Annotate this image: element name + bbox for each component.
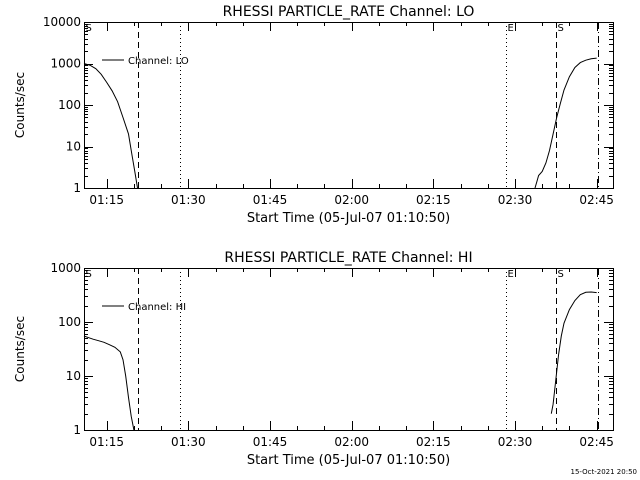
y-tick-label: 10: [66, 140, 81, 154]
x-axis-label: Start Time (05-Jul-07 01:10:50): [247, 211, 450, 226]
x-tick-label: 02:45: [579, 435, 614, 449]
y-tick-label: 1: [73, 181, 81, 195]
x-tick-label: 02:15: [416, 193, 451, 207]
y-tick-label: 1000: [50, 261, 81, 275]
time-stamp: 15-Oct-2021 20:50: [571, 468, 637, 476]
y-axis-label: Counts/sec: [13, 316, 27, 382]
x-axis-label: Start Time (05-Jul-07 01:10:50): [247, 453, 450, 468]
series-line: [534, 57, 597, 189]
event-marker-label: E: [508, 23, 514, 34]
y-axis-label: Counts/sec: [13, 72, 27, 138]
x-tick-label: 01:15: [89, 435, 124, 449]
chart-panel-2: RHESSI PARTICLE_RATE Channel: HI Start Ti…: [13, 250, 614, 468]
x-tick-label: 01:45: [253, 193, 288, 207]
x-tick-label: 01:15: [89, 193, 124, 207]
plot-frame: [84, 22, 614, 189]
x-tick-label: 02:00: [334, 193, 369, 207]
x-tick-label: 02:15: [416, 435, 451, 449]
x-tick-label: 02:45: [579, 193, 614, 207]
x-tick-label: 01:30: [171, 193, 206, 207]
event-marker-label: S: [86, 269, 92, 280]
y-tick-label: 1000: [50, 57, 81, 71]
y-tick-label: 10: [66, 369, 81, 383]
y-tick-label: 100: [58, 315, 81, 329]
x-tick-label: 01:30: [171, 435, 206, 449]
x-tick-label: 02:00: [334, 435, 369, 449]
x-tick-label: 02:30: [498, 435, 533, 449]
series-line: [83, 63, 138, 189]
legend-label: Channel: LO: [128, 56, 189, 67]
chart-panel-1: RHESSI PARTICLE_RATE Channel: LO Start Ti…: [13, 4, 614, 226]
event-marker-label: S: [558, 269, 564, 280]
x-tick-label: 02:30: [498, 193, 533, 207]
x-tick-label: 01:45: [253, 435, 288, 449]
chart-title: RHESSI PARTICLE_RATE Channel: LO: [223, 4, 475, 20]
chart-title: RHESSI PARTICLE_RATE Channel: HI: [224, 250, 472, 266]
series-line: [83, 335, 135, 431]
plot-frame: [84, 268, 614, 431]
y-tick-label: 100: [58, 98, 81, 112]
y-tick-label: 1: [73, 423, 81, 437]
y-tick-label: 10000: [43, 15, 81, 29]
series-line: [550, 291, 597, 414]
event-marker-label: S: [86, 23, 92, 34]
event-marker-label: E: [508, 269, 514, 280]
legend-label: Channel: HI: [128, 302, 186, 313]
event-marker-label: S: [558, 23, 564, 34]
